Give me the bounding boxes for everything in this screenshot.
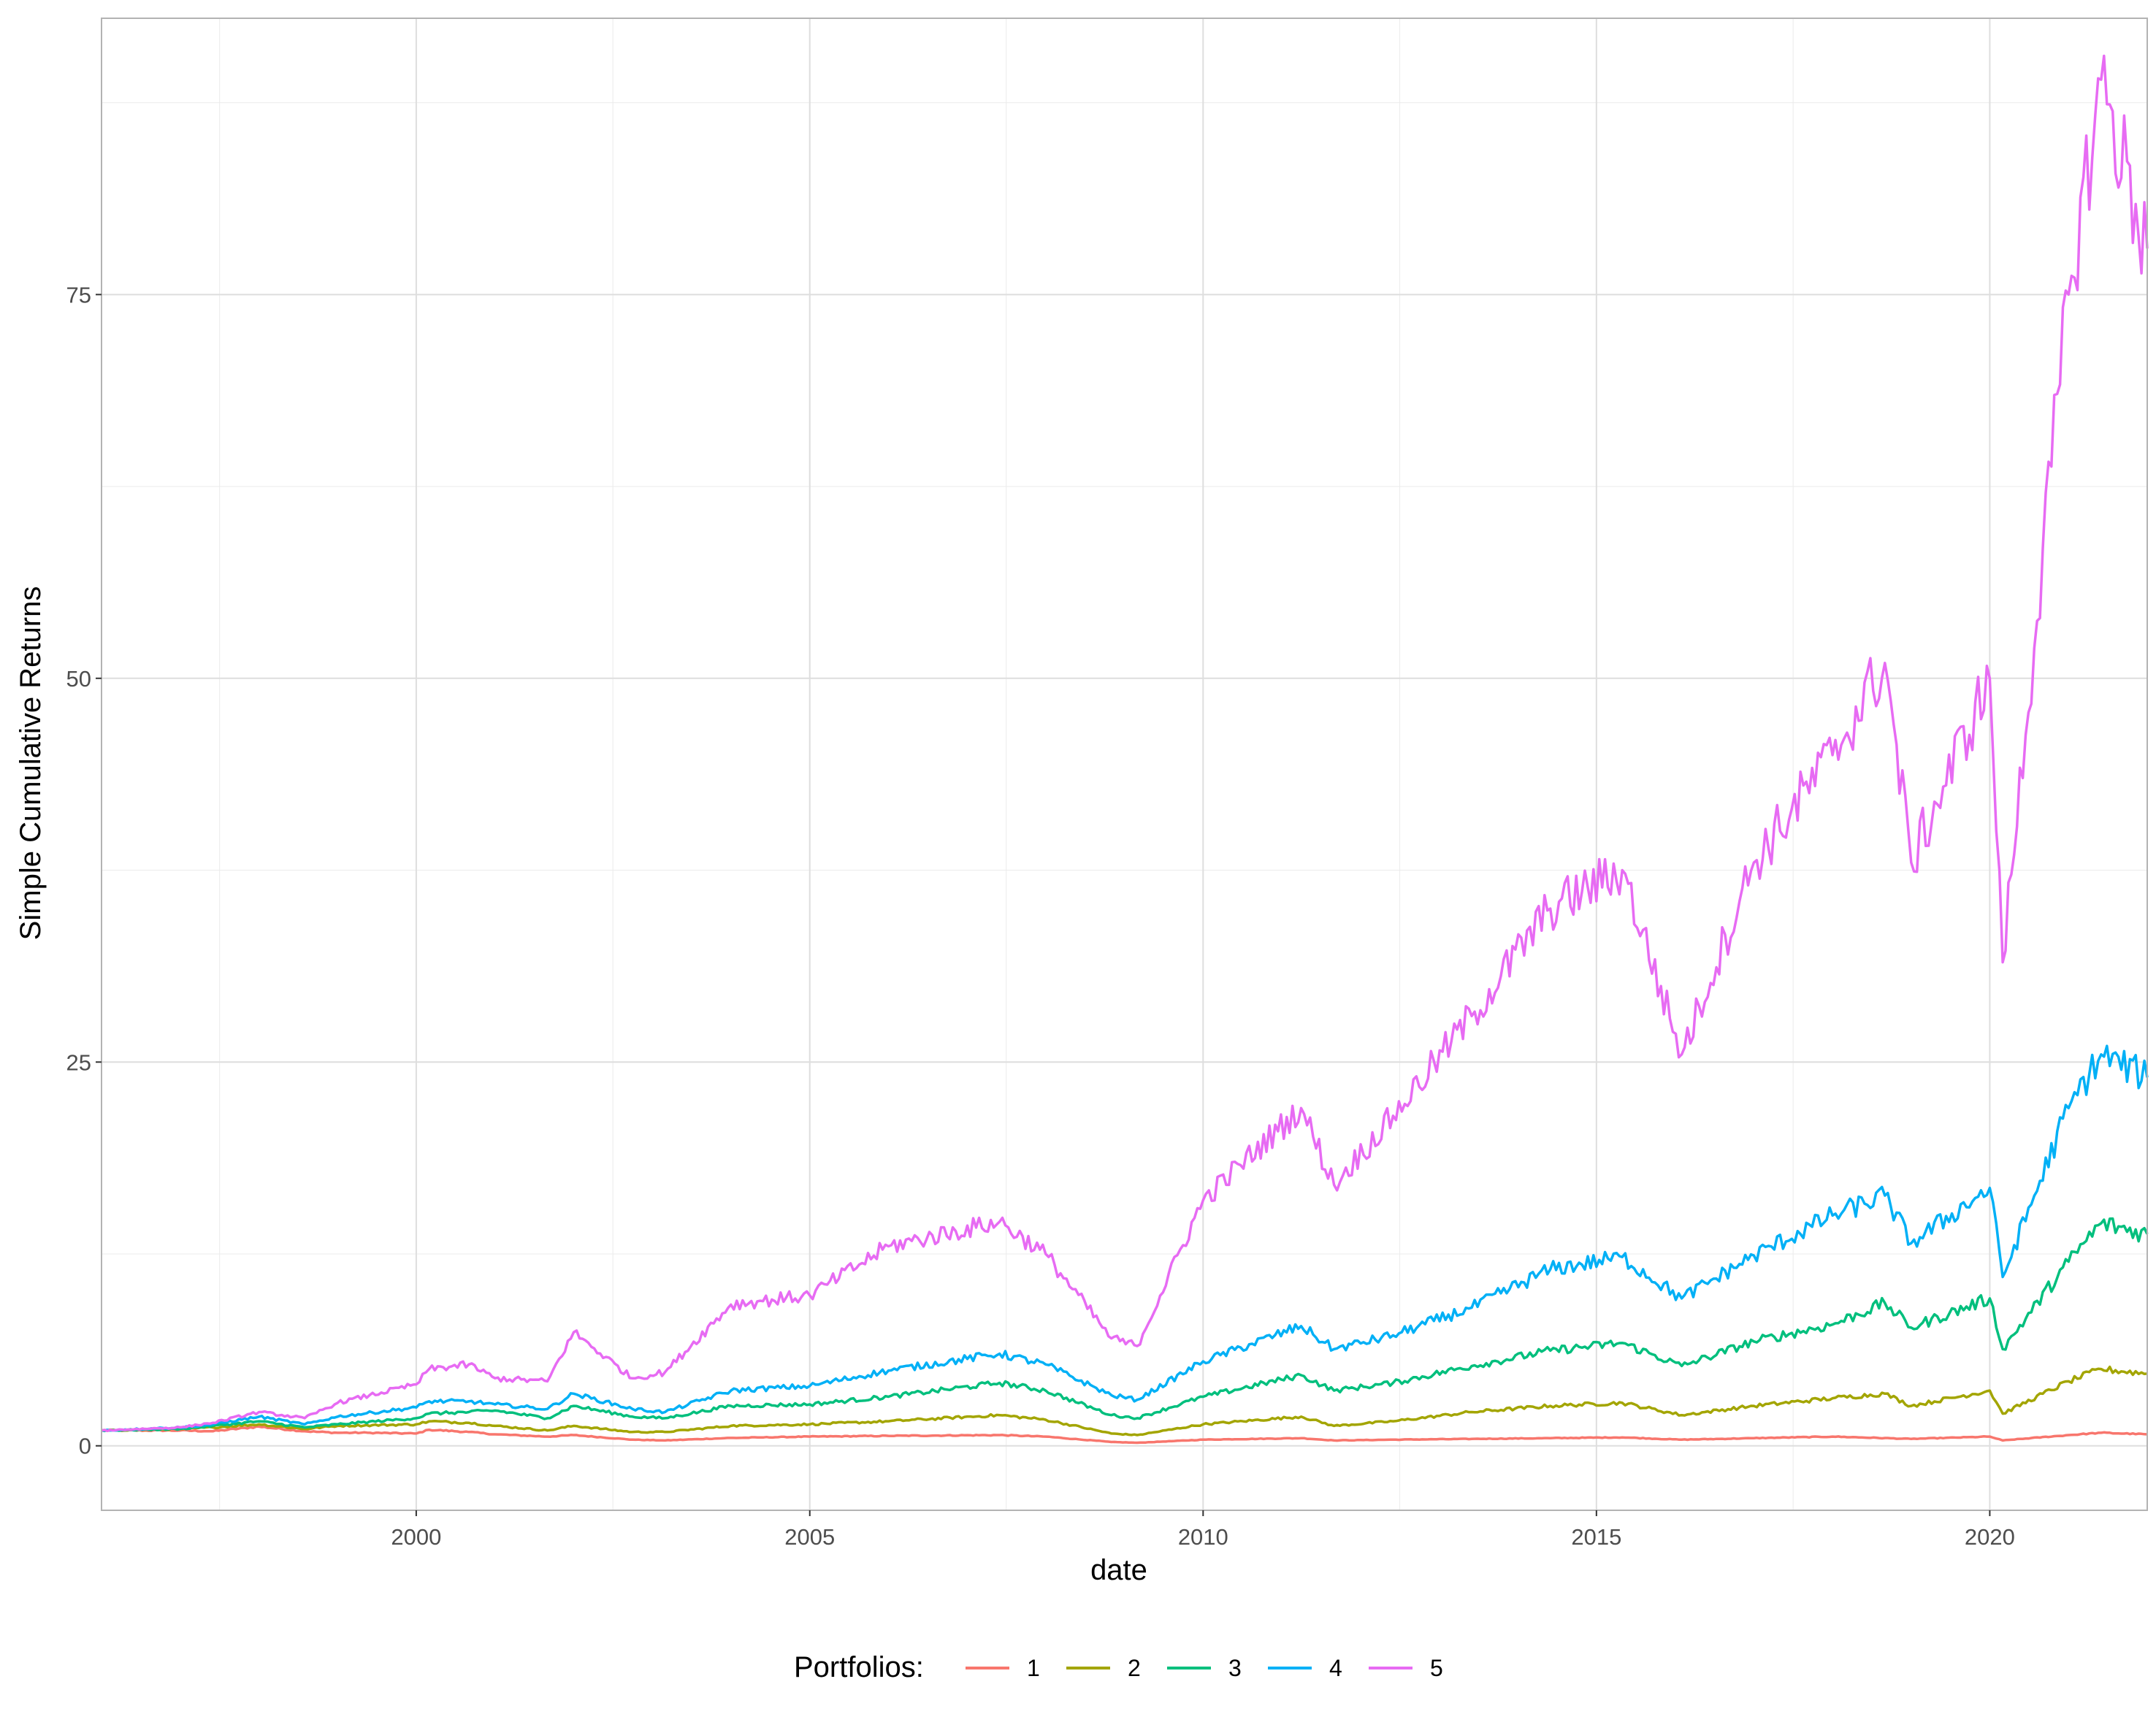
series-line-3 (101, 1217, 2149, 1433)
y-tick-label: 0 (79, 1434, 91, 1459)
minor-grid (102, 18, 2147, 1510)
series-line-5 (101, 54, 2149, 1433)
legend-label-5: 5 (1430, 1655, 1443, 1681)
x-axis-ticks: 2000 2005 2010 2015 2020 (391, 1510, 2015, 1550)
legend-title: Portfolios: (794, 1651, 924, 1683)
legend-label-4: 4 (1329, 1655, 1342, 1681)
y-tick-label: 75 (66, 282, 91, 307)
legend-label-1: 1 (1027, 1655, 1040, 1681)
panel-border (101, 18, 2148, 1511)
x-axis-title: date (1090, 1554, 1147, 1586)
x-tick-label: 2000 (391, 1524, 441, 1550)
y-axis-title: Simple Cumulative Returns (15, 586, 47, 941)
legend-label-3: 3 (1228, 1655, 1242, 1681)
x-tick-label: 2020 (1965, 1524, 2015, 1550)
series-lines (101, 54, 2149, 1445)
y-tick-label: 25 (66, 1049, 91, 1075)
series-line-4 (102, 1044, 2149, 1432)
series-line-2 (101, 1365, 2148, 1437)
x-tick-label: 2010 (1178, 1524, 1228, 1550)
y-axis-ticks: 0 25 50 75 (66, 282, 102, 1459)
series-line-1 (101, 1425, 2148, 1445)
y-tick-label: 50 (66, 666, 91, 692)
major-grid (102, 18, 2147, 1510)
legend-label-2: 2 (1128, 1655, 1141, 1681)
legend: Portfolios: 1 2 3 4 5 (794, 1651, 1443, 1683)
x-tick-label: 2005 (784, 1524, 835, 1550)
x-tick-label: 2015 (1571, 1524, 1621, 1550)
